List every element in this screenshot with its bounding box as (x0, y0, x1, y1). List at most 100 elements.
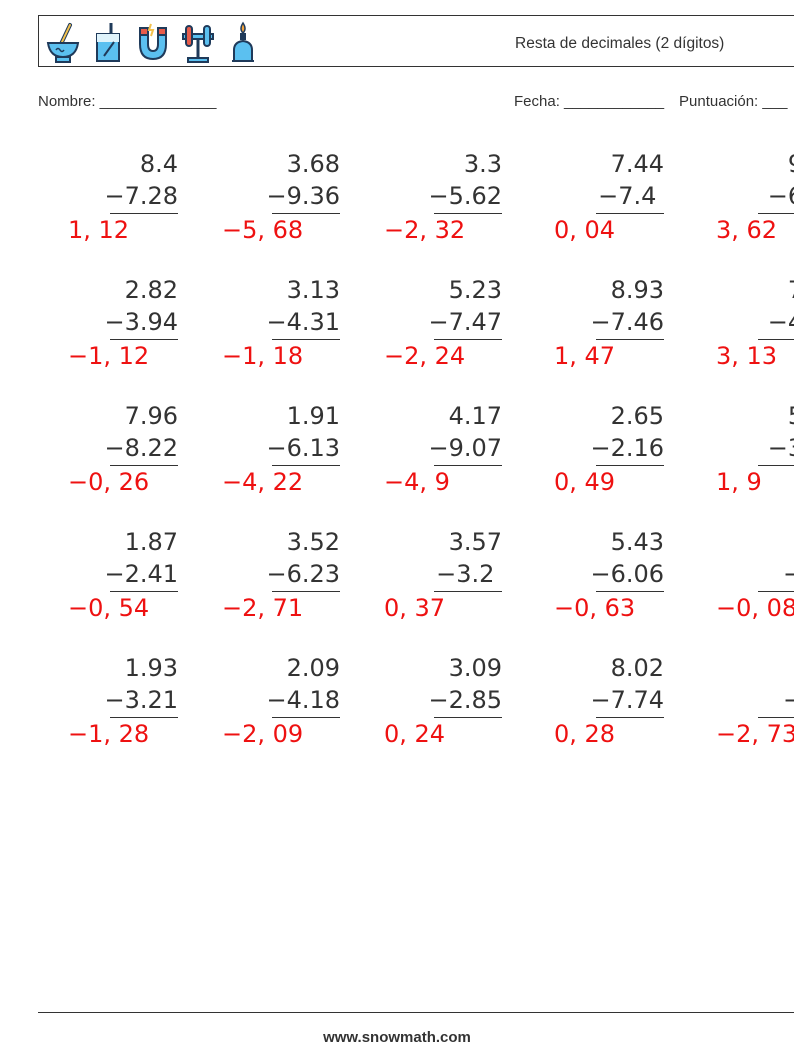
minuend: 7.96 (124, 402, 178, 430)
subtraction-problem: 3.3 −5.62 −2, 32 (352, 152, 502, 270)
result-line (758, 465, 794, 466)
result-line (758, 717, 794, 718)
answer: −2, 73 (716, 720, 794, 748)
answer: −1, 28 (68, 720, 150, 748)
minuend: 9.7 (788, 152, 794, 176)
result-line (110, 465, 178, 466)
subtrahend: −7.47 (428, 308, 502, 336)
result-line (272, 339, 340, 340)
result-line (434, 591, 502, 592)
answer: 3, 13 (716, 342, 778, 370)
result-line (272, 465, 340, 466)
answer: −4, 9 (384, 468, 450, 496)
subtrahend: −8.22 (104, 434, 178, 462)
answer: 1, 9 (716, 468, 762, 496)
subtraction-problem: 8.02 −7.74 0, 28 (514, 656, 664, 774)
subtrahend: −7.74 (590, 686, 664, 714)
result-line (434, 213, 502, 214)
subtraction-problem: 5.23 −7.47 −2, 24 (352, 278, 502, 396)
answer: −0, 63 (554, 594, 636, 622)
minuend: 2.82 (124, 276, 178, 304)
subtrahend: −3.6 (767, 434, 794, 462)
subtrahend: −4.18 (266, 686, 340, 714)
subtrahend: −4.7 (767, 308, 794, 336)
footer-divider (38, 1012, 794, 1013)
minuend: 5.43 (610, 528, 664, 556)
header-icons (45, 20, 261, 64)
subtraction-problem: 1.93 −3.21 −1, 28 (28, 656, 178, 774)
result-line (758, 213, 794, 214)
test-tube-rack-icon (182, 25, 214, 63)
subtrahend: −7.4 (598, 182, 664, 210)
subtraction-problem: 7.8 −4.7 3, 13 (676, 278, 794, 396)
subtraction-problem: 8.4 −7.28 1, 12 (28, 152, 178, 270)
beaker-icon (96, 23, 120, 62)
subtraction-problem: 1.87 −2.41 −0, 54 (28, 530, 178, 648)
answer: −1, 12 (68, 342, 150, 370)
subtraction-problem: 3.13 −4.31 −1, 18 (190, 278, 340, 396)
worksheet-header: Resta de decimales (2 dígitos) (38, 15, 794, 67)
minuend: 1.91 (286, 402, 340, 430)
score-field: Puntuación: ___ (679, 93, 788, 110)
result-line (596, 465, 664, 466)
subtraction-problem: 5.43 −6.06 −0, 63 (514, 530, 664, 648)
answer: −0, 26 (68, 468, 150, 496)
answer: 1, 47 (554, 342, 616, 370)
answer: −2, 09 (222, 720, 304, 748)
result-line (434, 465, 502, 466)
subtraction-problem: 3.09 −2.85 0, 24 (352, 656, 502, 774)
answer: 0, 04 (554, 216, 616, 244)
answer: 1, 12 (68, 216, 130, 244)
result-line (110, 339, 178, 340)
subtraction-problem: 3.52 −6.23 −2, 71 (190, 530, 340, 648)
answer: −2, 32 (384, 216, 466, 244)
subtrahend: −7.46 (590, 308, 664, 336)
subtraction-problem: 7.44 −7.4 0, 04 (514, 152, 664, 270)
subtrahend: −9.07 (428, 434, 502, 462)
answer: 0, 24 (384, 720, 446, 748)
minuend: 4.17 (448, 402, 502, 430)
minuend: 5.5 (788, 404, 794, 428)
subtrahend: −6.23 (266, 560, 340, 588)
result-line (434, 717, 502, 718)
subtraction-problem: 9.7 −6.1 3, 62 (676, 152, 794, 270)
answer: −5, 68 (222, 216, 304, 244)
answer: −2, 71 (222, 594, 304, 622)
minuend: 3.13 (286, 276, 340, 304)
minuend: 5.23 (448, 276, 502, 304)
result-line (434, 339, 502, 340)
result-line (272, 717, 340, 718)
subtrahend: −6.06 (590, 560, 664, 588)
minuend: 7.44 (610, 150, 664, 178)
subtrahend: −5.62 (428, 182, 502, 210)
minuend: 1.87 (124, 528, 178, 556)
result-line (758, 591, 794, 592)
minuend: 8.02 (610, 654, 664, 682)
subtraction-problem: 4.17 −9.07 −4, 9 (352, 404, 502, 522)
answer: −0, 54 (68, 594, 150, 622)
subtrahend: −9. (782, 686, 794, 714)
worksheet-title: Resta de decimales (2 dígitos) (515, 35, 725, 52)
answer: 0, 37 (384, 594, 446, 622)
subtrahend: −3.94 (104, 308, 178, 336)
subtrahend: −6. (782, 560, 794, 588)
minuend: 7.8 (788, 278, 794, 302)
minuend: 3.57 (448, 528, 502, 556)
minuend: 3.09 (448, 654, 502, 682)
subtrahend: −3.21 (104, 686, 178, 714)
subtrahend: −2.41 (104, 560, 178, 588)
subtraction-problem: 2.65 −2.16 0, 49 (514, 404, 664, 522)
minuend: 2.65 (610, 402, 664, 430)
subtraction-problem: 2.82 −3.94 −1, 12 (28, 278, 178, 396)
subtrahend: −6.13 (266, 434, 340, 462)
subtraction-problem: 5.5 −3.61, 9 (676, 404, 794, 522)
alcohol-burner-icon (232, 21, 254, 62)
footer-url: www.snowmath.com (323, 1029, 471, 1046)
result-line (110, 213, 178, 214)
subtraction-problem: 6.−9.−2, 73 (676, 656, 794, 774)
result-line (596, 717, 664, 718)
minuend: 8.93 (610, 276, 664, 304)
answer: −1, 18 (222, 342, 304, 370)
subtraction-problem: 2.09 −4.18 −2, 09 (190, 656, 340, 774)
result-line (272, 591, 340, 592)
